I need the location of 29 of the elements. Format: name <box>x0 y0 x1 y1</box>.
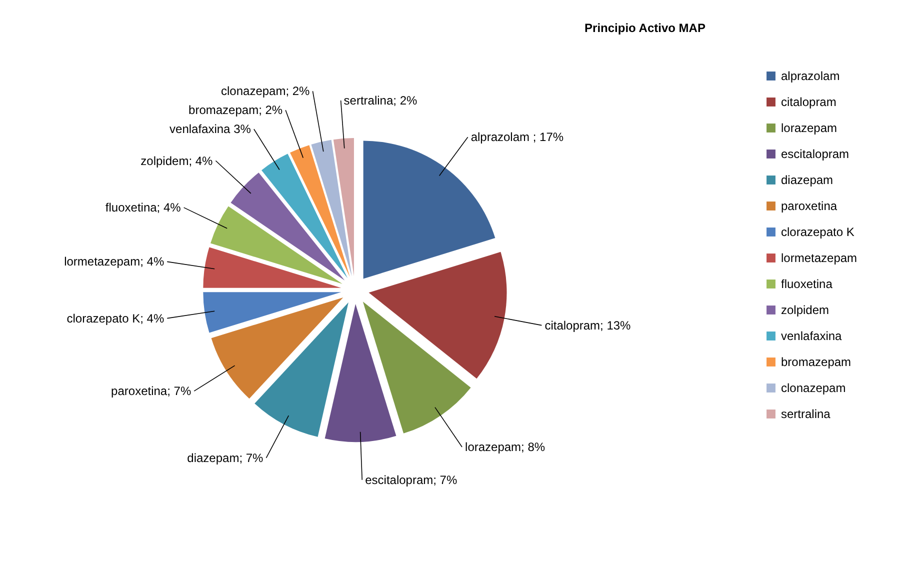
data-label: clorazepato K; 4% <box>66 311 164 326</box>
data-label: alprazolam ; 17% <box>470 130 564 144</box>
data-label: paroxetina; 7% <box>111 384 192 398</box>
data-label: escitalopram; 7% <box>365 472 458 487</box>
legend-label: escitalopram <box>781 147 850 161</box>
data-label: diazepam; 7% <box>187 450 264 465</box>
data-label: zolpidem; 4% <box>140 154 214 168</box>
legend-label: lormetazepam <box>781 251 858 265</box>
data-label: lorazepam; 8% <box>465 440 546 454</box>
legend-label: clonazepam <box>781 381 846 395</box>
data-label: bromazepam; 2% <box>188 103 283 118</box>
legend-label: diazepam <box>781 173 834 187</box>
data-label: fluoxetina; 4% <box>105 200 182 215</box>
data-label: lormetazepam; 4% <box>64 254 164 269</box>
legend-label: paroxetina <box>781 199 838 213</box>
legend-label: venlafaxina <box>781 329 842 343</box>
legend-label: bromazepam <box>781 355 852 369</box>
data-label: venlafaxina 3% <box>170 122 252 136</box>
data-label: clonazepam; 2% <box>221 84 310 98</box>
legend-label: zolpidem <box>781 303 830 317</box>
legend-label: alprazolam <box>781 69 840 83</box>
legend-label: clorazepato K <box>781 225 854 239</box>
data-label: sertralina; 2% <box>344 94 418 108</box>
legend-label: citalopram <box>781 95 836 109</box>
legend-label: lorazepam <box>781 121 838 135</box>
chart-title: Principio Activo MAP <box>584 21 706 35</box>
legend-label: fluoxetina <box>781 277 833 291</box>
legend-label: sertralina <box>781 407 831 421</box>
data-label: citalopram; 13% <box>544 318 632 332</box>
